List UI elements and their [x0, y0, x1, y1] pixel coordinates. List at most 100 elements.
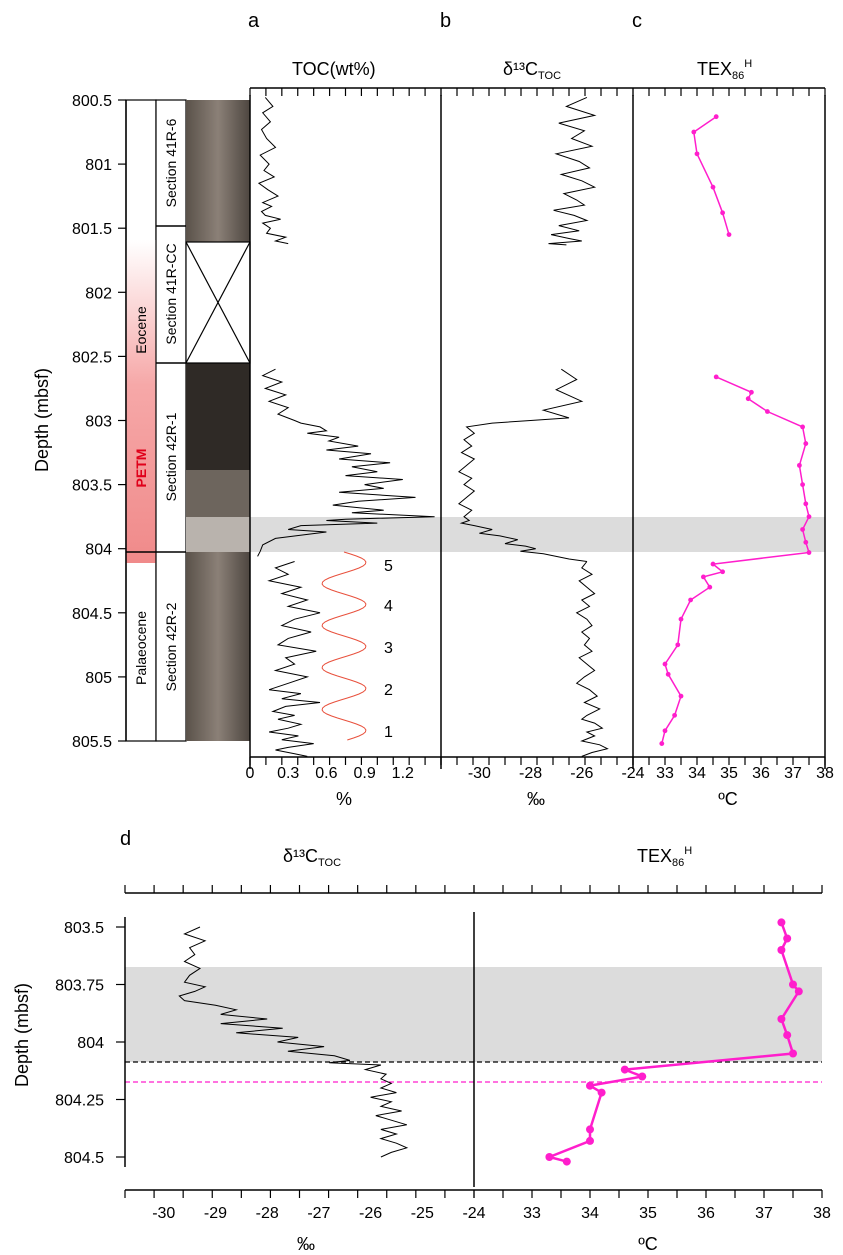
data-point: [678, 693, 684, 699]
title-tex-d: TEX86H: [637, 845, 692, 869]
x-tick-label-d: 35: [639, 1205, 657, 1222]
data-point: [665, 671, 671, 677]
data-point-d: [586, 1125, 594, 1134]
data-point-d: [586, 1136, 594, 1145]
depth-tick-label: 803: [85, 414, 112, 431]
cycle-label-3: 3: [384, 640, 393, 657]
panel-label-c: c: [632, 10, 642, 32]
data-point: [749, 389, 754, 395]
data-point: [800, 527, 805, 532]
title-d13c-b-main: δ¹³C: [503, 59, 538, 79]
data-point-d: [777, 1015, 786, 1023]
depth-tick-label: 805: [85, 670, 112, 687]
section-column-frame: [155, 99, 187, 742]
x-tick-label: 33: [656, 765, 674, 782]
x-tick-label: 0.9: [353, 765, 375, 782]
data-point: [797, 462, 802, 468]
data-point: [806, 550, 812, 555]
data-point: [726, 232, 732, 238]
x-tick-label: 35: [720, 765, 738, 782]
unit-d13c-d: ‰: [297, 1234, 315, 1254]
data-point-d: [638, 1072, 647, 1081]
data-point: [694, 151, 700, 157]
series-line-d: [178, 926, 409, 1158]
x-tick-label: 37: [784, 765, 802, 782]
data-point: [713, 114, 719, 120]
section-41rcc: Section 41R-CC: [163, 243, 179, 344]
x-tick-label: 0: [246, 765, 255, 782]
title-d13c-d: δ¹³CTOC: [283, 846, 341, 869]
x-tick-label: -28: [519, 765, 542, 782]
petm-band: [126, 240, 156, 563]
x-tick-label-d: -26: [359, 1205, 382, 1222]
data-point: [691, 129, 697, 135]
series-line: [692, 116, 730, 235]
data-point: [800, 482, 805, 487]
data-point: [720, 210, 725, 216]
title-d13c-d-main: δ¹³C: [283, 846, 318, 866]
cycle-label-1: 1: [384, 724, 393, 741]
data-point-d: [545, 1153, 554, 1161]
section-41r6: Section 41R-6: [163, 118, 179, 207]
x-tick-label-d: -24: [462, 1205, 485, 1222]
data-point-d: [586, 1081, 594, 1090]
x-tick-label-d: 38: [813, 1205, 831, 1222]
data-point: [707, 584, 713, 590]
x-tick-label-d: 33: [523, 1205, 541, 1222]
core-photo: [185, 100, 251, 741]
section-42r1: Section 42R-1: [163, 412, 179, 501]
axes-layer-d: 803.5 803.75 804 804.25 804.5 -30 -29 -28 -27 -26…: [55, 885, 831, 1222]
panel-label-a: a: [248, 10, 260, 32]
data-point: [659, 741, 665, 746]
axes-layer: 800.5 801 801.5 802 802.5 803 803.5 804 804.5 805…: [72, 87, 834, 782]
depth-axis-label-d: Depth (mbsf): [12, 983, 32, 1087]
data-point-d: [783, 934, 792, 943]
depth-tick-label: 804.5: [72, 606, 112, 623]
series-line: [267, 561, 321, 757]
strat-palaeocene: Palaeocene: [133, 611, 149, 685]
data-point: [800, 424, 805, 430]
title-tex-d-main: TEX: [637, 846, 672, 866]
title-toc: TOC(wt%): [292, 59, 376, 79]
data-point: [765, 409, 770, 414]
x-tick-label: 38: [816, 765, 834, 782]
series-line: [661, 376, 810, 744]
x-tick-label: -26: [570, 765, 593, 782]
x-tick-label: 36: [752, 765, 770, 782]
data-point: [662, 661, 668, 667]
depth-tick-label: 802.5: [72, 349, 112, 366]
data-point: [803, 501, 809, 507]
series-line: [257, 368, 435, 557]
x-tick-label-d: -28: [256, 1205, 279, 1222]
depth-tick-label: 805.5: [72, 734, 112, 751]
title-tex-d-sup: H: [684, 845, 692, 857]
strat-eocene: Eocene: [133, 306, 149, 354]
data-point: [803, 441, 809, 446]
panel-label-b: b: [440, 10, 451, 32]
depth-tick-label: 801.5: [72, 221, 112, 238]
title-d13c-b-sub: TOC: [538, 70, 561, 82]
depth-tick-label-d: 804.25: [55, 1093, 104, 1110]
depth-axis-label: Depth (mbsf): [32, 368, 52, 472]
x-tick-label-d: -27: [307, 1205, 330, 1222]
cycle-label-2: 2: [384, 682, 393, 699]
data-point-d: [789, 980, 797, 989]
unit-tex: ºC: [718, 789, 738, 809]
x-tick-label: 0.3: [277, 765, 299, 782]
title-tex-c-sub: 86: [732, 70, 744, 82]
onset-shading: [250, 517, 825, 552]
depth-tick-label: 801: [85, 157, 112, 174]
x-tick-label-d: -30: [152, 1205, 175, 1222]
data-point: [675, 642, 681, 648]
data-point: [688, 597, 693, 603]
title-tex-c: TEX86H: [697, 58, 752, 82]
data-point: [713, 374, 719, 380]
depth-tick-label: 804: [85, 542, 112, 559]
depth-tick-label-d: 803.75: [55, 978, 104, 995]
unit-d13c: ‰: [527, 789, 545, 809]
data-layer: [257, 96, 812, 757]
title-tex-c-sup: H: [744, 58, 752, 70]
depth-tick-label: 802: [85, 285, 112, 302]
data-point: [672, 712, 677, 718]
cycle-sinusoid: [321, 551, 367, 741]
